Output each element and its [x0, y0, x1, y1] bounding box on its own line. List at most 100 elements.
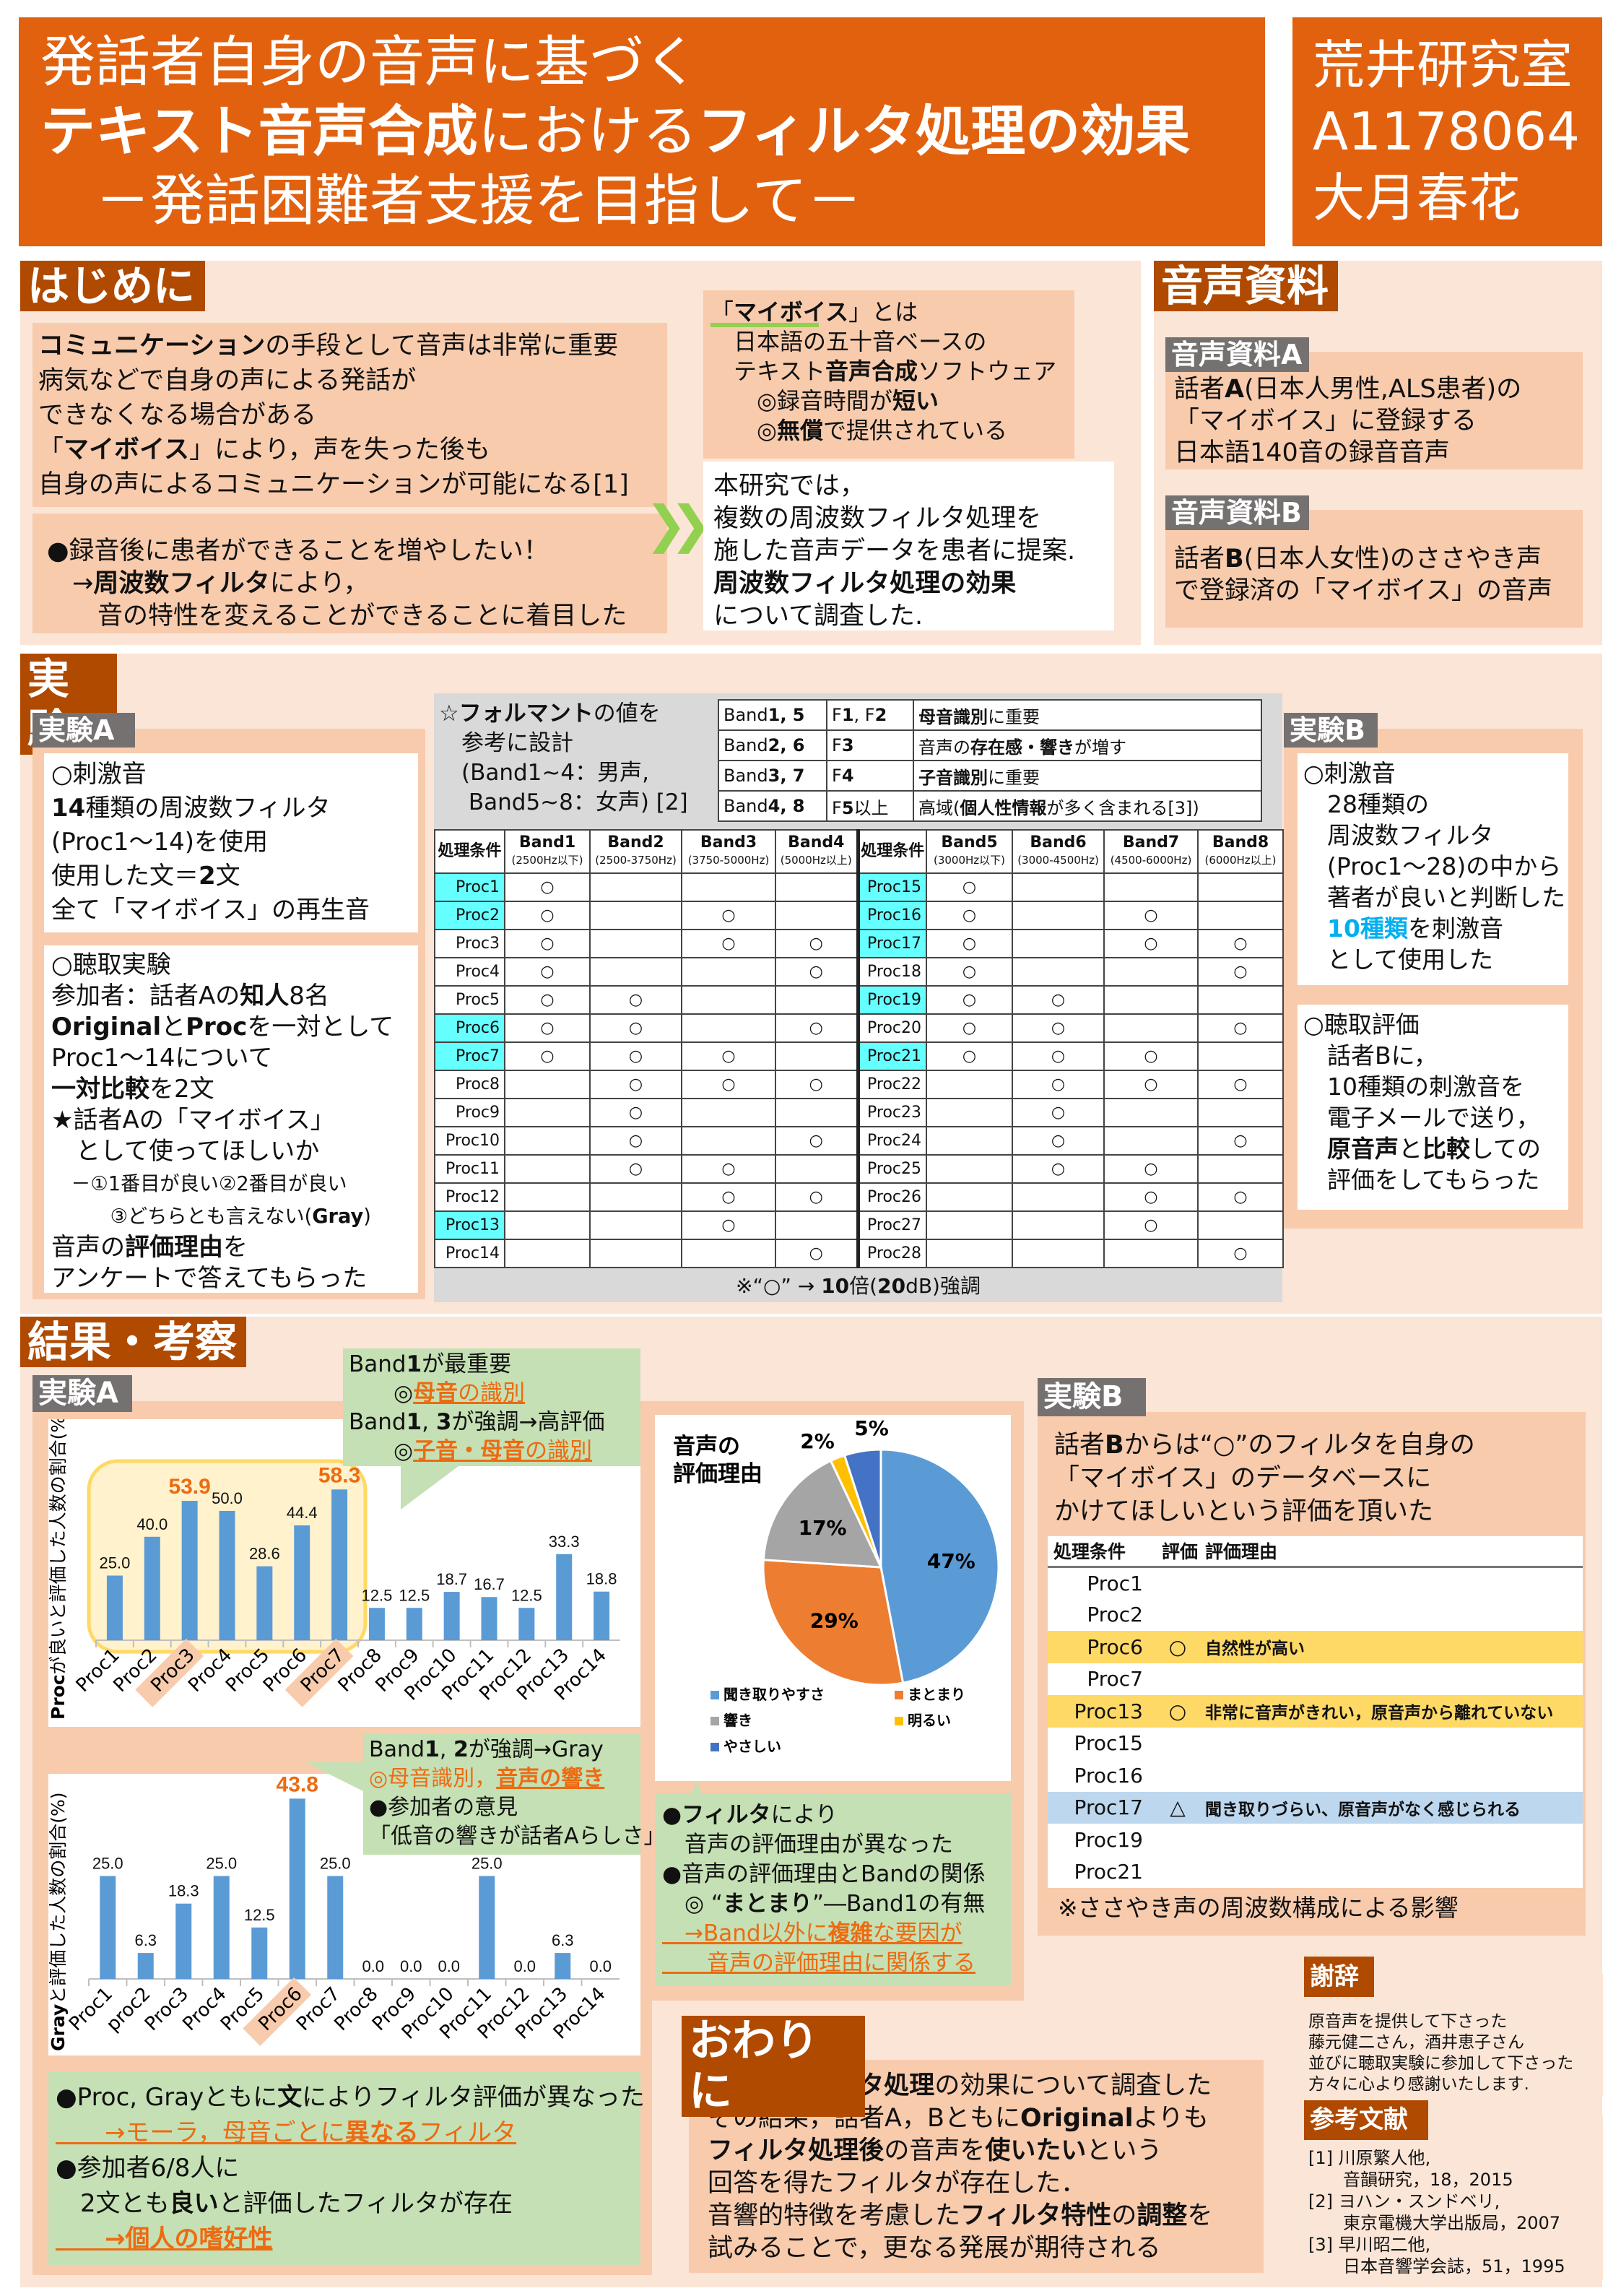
bar — [144, 1536, 160, 1640]
band-cell — [681, 1013, 776, 1043]
text-line: かけてほしいという評価を頂いた — [1054, 1495, 1574, 1528]
text-segment: 試みることで，更なる発展が期待される — [708, 2234, 1161, 2263]
formant-row: Band4, 8 F5以上 高域(個人性情報が多く含まれる[3]) — [718, 790, 1262, 822]
circle-mark-icon: ○ — [540, 963, 555, 981]
text-segment: に重要 — [988, 706, 1040, 727]
text-segment: 複雑 — [827, 1920, 873, 1946]
data-label: 25.0 — [100, 1554, 131, 1572]
bar — [106, 1575, 123, 1640]
tick-label-highlight — [135, 1638, 204, 1707]
band-name: Band3 — [700, 833, 757, 852]
text-line: テキスト音声合成におけるフィルタ処理の効果 — [40, 97, 1243, 166]
text-segment: 文 — [277, 2083, 303, 2112]
text-line: 試みることで，更なる発展が期待される — [708, 2232, 1245, 2265]
band-cell — [1103, 957, 1199, 987]
text-line: できなくなる場合がある — [38, 398, 661, 433]
text-line: →モーラ，母音ごとに異なるフィルタ — [56, 2115, 633, 2151]
circle-mark-icon: ○ — [1051, 1160, 1066, 1178]
text-line: アンケートで答えてもらった — [51, 1263, 411, 1294]
text-segment: として使ってほしいか — [51, 1137, 320, 1166]
text-segment: Gray — [312, 1205, 364, 1228]
results-b-footnote: ※ささやき声の周波数構成による影響 — [1058, 1894, 1459, 1922]
bar — [175, 1903, 192, 1979]
text-segment: 子音・母音 — [413, 1438, 526, 1464]
circle-mark-icon: ○ — [540, 991, 555, 1009]
text-segment: によりフィルタ評価が異なった — [302, 2083, 645, 2112]
text-segment: ★話者Aの「マイボイス」 — [51, 1106, 335, 1135]
text-segment: (日本人女性)のささやき声 — [1243, 545, 1542, 573]
circle-mark-icon: ○ — [1233, 1132, 1248, 1150]
bar — [327, 1876, 344, 1979]
text-line: 原音声と比較しての — [1303, 1133, 1563, 1164]
band-cell: ○ — [775, 1239, 859, 1268]
data-label: 25.0 — [206, 1855, 237, 1873]
results-table-row: Proc7 — [1048, 1663, 1583, 1696]
text-line: として使ってほしいか — [51, 1136, 411, 1167]
text-line: ○刺激音 — [1303, 758, 1563, 789]
band-cell: ○ — [775, 1070, 859, 1099]
band-cell — [926, 1182, 1013, 1212]
text-line: Band1が最重要 — [349, 1350, 635, 1379]
band-cell — [1103, 1098, 1199, 1127]
pie-slice — [762, 1559, 905, 1686]
proc-cell: Proc26 — [856, 1182, 927, 1212]
text-segment: 日本語の五十音ベースの — [710, 328, 987, 355]
text-segment: 異なる — [344, 2118, 419, 2147]
text-segment: －①1番目が良い②2番目が良い — [51, 1173, 347, 1195]
proc-cell: Proc18 — [856, 957, 927, 987]
band-cell: ○ — [681, 1210, 776, 1240]
filter-row: Proc9 ○ Proc23 ○ — [434, 1098, 1284, 1127]
filter-table-footnote: ※“○” → 10倍(20dB)強調 — [434, 1273, 1282, 1299]
text-segment: 音の特性を変えることができることに着目した — [47, 602, 627, 631]
text-segment: 音声の評価理由が異なった — [662, 1832, 953, 1858]
legend-label: 響き — [723, 1712, 752, 1729]
text-segment: が多く含まれる[3]) — [1046, 797, 1199, 818]
acknowledgements-header: 謝辞 — [1304, 1957, 1374, 1997]
text-segment: 」とは — [848, 298, 918, 326]
data-label: 6.3 — [552, 1931, 574, 1949]
data-label: 40.0 — [136, 1515, 168, 1533]
reason-cell — [1199, 1856, 1583, 1889]
formant-cell: 母音識別に重要 — [913, 699, 1262, 731]
text-line: ◎録音時間が短い — [710, 386, 1067, 416]
band-cell — [504, 1098, 591, 1127]
legend-swatch — [710, 1717, 719, 1725]
text-segment: Proc — [186, 1013, 248, 1041]
text-line: 日本語140音の録音音声 — [1174, 437, 1574, 469]
text-segment: フィルタ処理の効果 — [697, 99, 1191, 163]
band-cell: ○ — [1197, 1126, 1284, 1156]
text-segment: マイボイス — [64, 436, 189, 464]
text-segment: 回答を得たフィルタが存在した． — [708, 2169, 1087, 2198]
circle-mark-icon: ○ — [540, 878, 555, 896]
filter-header-cell: 処理条件 — [856, 829, 927, 874]
circle-mark-icon: ○ — [1144, 1216, 1158, 1234]
text-segment: 使用した文＝ — [51, 862, 199, 891]
circle-mark-icon: ○ — [1144, 906, 1158, 924]
filter-header-cell: Band4 (5000Hz以上) — [775, 829, 859, 874]
text-line: 28種類の — [1303, 789, 1563, 820]
text-segment: の識別 — [525, 1438, 593, 1464]
band-cell — [681, 1239, 776, 1268]
text-segment: 2 — [453, 1737, 469, 1762]
text-segment: Original — [51, 1013, 162, 1041]
text-segment: 」により，声を失った後も — [188, 436, 490, 464]
text-line: →個人の嗜好性 — [56, 2222, 633, 2257]
proc-cell: Proc10 — [434, 1126, 505, 1156]
band-cell: ○ — [1197, 1239, 1284, 1268]
text-segment: 1 — [841, 705, 854, 725]
text-segment: ●音声の評価理由とBandの関係 — [662, 1861, 986, 1887]
circle-mark-icon: ○ — [1051, 1132, 1066, 1150]
data-label: 0.0 — [438, 1957, 460, 1975]
bar — [406, 1608, 422, 1640]
circle-mark-icon: ○ — [721, 935, 736, 953]
results-b-text: 話者Bからは“○”のフィルタを自身の 「マイボイス」のデータベースに かけてほしいと… — [1054, 1429, 1574, 1528]
circle-mark-icon: ○ — [1233, 963, 1248, 981]
filter-row: Proc7 ○ ○ ○ Proc21 ○ ○ ○ — [434, 1041, 1284, 1071]
intro-motivation-box: ●録音後に患者ができることを増やしたい！ →周波数フィルタにより， 音の特性を変… — [32, 514, 667, 633]
student-id: A1178064 — [1313, 101, 1580, 162]
text-line: 10種類の刺激音を — [1303, 1071, 1563, 1102]
band-cell — [1012, 957, 1105, 987]
text-line: ☆フォルマントの値を — [439, 699, 713, 729]
text-line: 使用した文＝2文 — [51, 859, 411, 893]
text-segment: ○刺激音 — [51, 760, 147, 789]
